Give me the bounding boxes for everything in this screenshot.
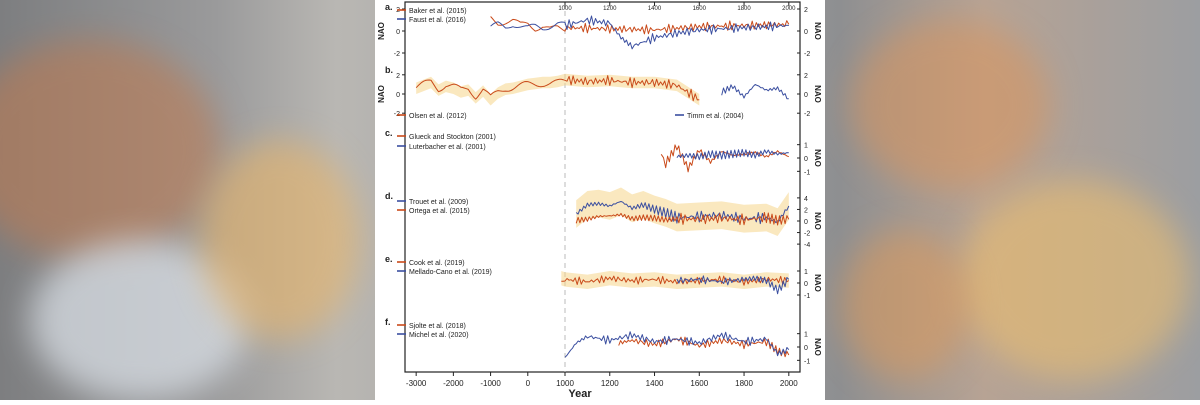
y-tick-label-right: 0 — [804, 156, 808, 163]
y-tick-label-right: -1 — [804, 169, 810, 176]
series-line-michel-et-al-2020 — [564, 331, 790, 358]
legend-entry: Michel et al. (2020) — [409, 332, 469, 339]
panel-label-d: d. — [385, 191, 393, 201]
top-tick-label: 1600 — [693, 6, 707, 12]
series-line-mellado-cano-et-al-2019 — [676, 275, 790, 295]
legend-entry: Sjolte et al. (2018) — [409, 323, 466, 330]
panel-label-f: f. — [385, 317, 391, 327]
y-tick-label-right: -2 — [804, 51, 810, 58]
top-tick-label: 1200 — [603, 6, 617, 12]
y-tick-label-right: 1 — [804, 332, 808, 339]
series-line-glueck-and-stockton-2001 — [660, 144, 789, 173]
legend-entry: Luterbacher et al. (2001) — [409, 144, 486, 151]
legend-entry: Trouet et al. (2009) — [409, 199, 468, 206]
y-axis-title-right: NAO — [813, 85, 822, 103]
legend-entry: Faust et al. (2016) — [409, 17, 466, 24]
y-tick-label-left: 0 — [396, 92, 400, 99]
y-tick-label-left: 2 — [396, 73, 400, 80]
y-tick-label-left: 0 — [396, 29, 400, 36]
x-tick-label: -1000 — [480, 379, 501, 388]
y-axis-title-left: NAO — [377, 22, 386, 40]
y-tick-label-right: -2 — [804, 231, 810, 238]
series-line-timm-et-al-2004 — [721, 84, 789, 100]
x-tick-label: 2000 — [780, 379, 798, 388]
x-axis-title: Year — [568, 388, 592, 400]
x-tick-label: 1200 — [601, 379, 619, 388]
x-tick-label: 1400 — [646, 379, 664, 388]
top-tick-label: 1400 — [648, 6, 662, 12]
y-tick-label-right: 1 — [804, 143, 808, 150]
top-tick-label: 2000 — [782, 6, 796, 12]
y-tick-label-right: -2 — [804, 111, 810, 118]
y-tick-label-right: 0 — [804, 281, 808, 288]
y-tick-label-right: -1 — [804, 293, 810, 300]
panel-label-b: b. — [385, 65, 393, 75]
legend-entry: Olsen et al. (2012) — [409, 113, 467, 120]
y-tick-label-right: 0 — [804, 219, 808, 226]
uncertainty-band — [576, 187, 789, 236]
series-line-luterbacher-et-al-2001 — [676, 148, 789, 161]
legend-entry: Baker et al. (2015) — [409, 8, 467, 15]
figure-panel: -3000 -2000 -1000 0 1000 1200 1400 1600 1800 2000… — [375, 0, 825, 400]
legend-entry: Ortega et al. (2015) — [409, 208, 470, 215]
y-axis-title-right: NAO — [813, 274, 822, 292]
series-line-olsen-et-al-2012 — [415, 75, 700, 102]
plot-frame — [404, 1, 801, 373]
y-tick-label-left: -2 — [394, 51, 400, 58]
y-tick-label-right: -1 — [804, 358, 810, 365]
y-tick-label-right: 1 — [804, 269, 808, 276]
y-tick-label-right: 0 — [804, 92, 808, 99]
series-line-faust-et-al-2016 — [490, 15, 789, 50]
y-axis-title-right: NAO — [813, 338, 822, 356]
legend-entry: Cook et al. (2019) — [409, 260, 465, 267]
top-tick-label: 1000 — [558, 6, 572, 12]
nao-figure: -3000 -2000 -1000 0 1000 1200 1400 1600 1800 2000… — [377, 1, 822, 400]
series-line-ortega-et-al-2015 — [575, 212, 790, 226]
x-tick-label: 1600 — [690, 379, 708, 388]
panel-label-a: a. — [385, 2, 393, 12]
series-line-trouet-et-al-2009 — [575, 201, 790, 225]
y-tick-label-right: 2 — [804, 207, 808, 214]
y-tick-label-right: 2 — [804, 7, 808, 14]
legend-entry: Glueck and Stockton (2001) — [409, 134, 496, 141]
y-tick-label-right: -4 — [804, 242, 810, 249]
legend-entry: Mellado-Cano et al. (2019) — [409, 269, 492, 276]
legend-entry: Timm et al. (2004) — [687, 113, 744, 120]
y-tick-label-right: 4 — [804, 196, 808, 203]
series-line-sjolte-et-al-2018 — [618, 336, 790, 358]
x-tick-label: 0 — [526, 379, 531, 388]
panel-label-e: e. — [385, 254, 393, 264]
x-tick-label: 1800 — [735, 379, 753, 388]
x-tick-label: 1000 — [556, 379, 574, 388]
x-tick-label: -2000 — [443, 379, 464, 388]
y-axis-title-right: NAO — [813, 22, 822, 40]
y-axis-title-right: NAO — [813, 212, 822, 230]
panel-label-c: c. — [385, 128, 393, 138]
uncertainty-band — [416, 73, 700, 106]
series-line-baker-et-al-2015 — [490, 16, 790, 35]
y-tick-label-left: -2 — [394, 111, 400, 118]
y-tick-label-right: 0 — [804, 29, 808, 36]
y-axis-title-right: NAO — [813, 149, 822, 167]
y-tick-label-right: 2 — [804, 73, 808, 80]
top-tick-label: 1800 — [737, 6, 751, 12]
y-tick-label-right: 0 — [804, 345, 808, 352]
x-tick-label: -3000 — [406, 379, 427, 388]
y-axis-title-left: NAO — [377, 85, 386, 103]
